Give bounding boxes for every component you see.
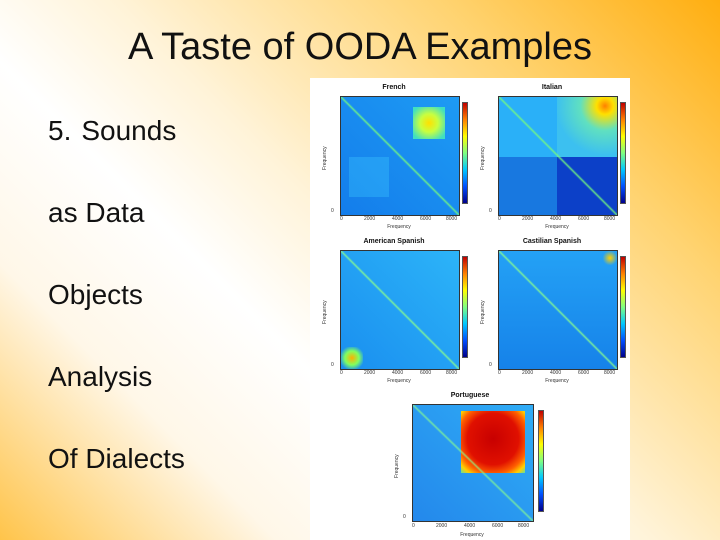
y-tick: 0 [489, 208, 492, 214]
x-tick: 6000 [492, 523, 504, 529]
bullet-item: 5. Sounds [48, 112, 308, 194]
heatmap [340, 250, 460, 370]
x-tick: 4000 [550, 370, 562, 376]
heatmap [498, 250, 618, 370]
plot-american-spanish: American Spanish Frequency Frequency 0 2… [318, 238, 470, 388]
plot-title: French [382, 84, 406, 91]
x-tick: 4000 [550, 216, 562, 222]
y-axis-label: Frequency [394, 454, 400, 478]
bullet-text: Objects [48, 279, 143, 310]
colorbar [620, 102, 626, 204]
x-tick: 0 [498, 370, 501, 376]
y-tick: 0 [403, 514, 406, 520]
y-axis-label: Frequency [480, 146, 486, 170]
bullet-number: 5. [48, 115, 72, 146]
x-tick: 6000 [578, 216, 590, 222]
plot-italian: Italian Frequency Frequency 0 2000 4000 … [476, 84, 628, 234]
plot-title: American Spanish [363, 238, 425, 245]
colorbar [462, 102, 468, 204]
colorbar [538, 410, 544, 512]
y-tick: 0 [331, 208, 334, 214]
x-tick: 4000 [464, 523, 476, 529]
x-tick: 0 [498, 216, 501, 222]
x-tick: 0 [340, 370, 343, 376]
bullet-item: Of Dialects [48, 440, 308, 522]
plot-title: Castilian Spanish [522, 238, 582, 245]
x-tick: 4000 [392, 216, 404, 222]
y-tick: 0 [489, 362, 492, 368]
x-tick: 4000 [392, 370, 404, 376]
bullet-text: Of Dialects [48, 443, 185, 474]
colorbar [620, 256, 626, 358]
x-tick: 6000 [578, 370, 590, 376]
plot-title: Italian [541, 84, 563, 91]
y-axis-label: Frequency [322, 146, 328, 170]
heatmap [412, 404, 534, 522]
plot-portuguese: Portuguese Frequency Frequency 0 2000 40… [390, 392, 550, 540]
plot-title: Portuguese [450, 392, 490, 399]
slide-title: A Taste of OODA Examples [128, 26, 592, 68]
x-tick: 6000 [420, 216, 432, 222]
bullet-item: Analysis [48, 358, 308, 440]
x-tick: 8000 [604, 370, 616, 376]
bullet-item: as Data [48, 194, 308, 276]
x-tick: 8000 [518, 523, 530, 529]
bullet-text: Analysis [48, 361, 153, 392]
bullet-list: 5. Sounds as Data Objects Analysis Of Dia… [48, 112, 308, 522]
plot-castilian-spanish: Castilian Spanish Frequency Frequency 0 … [476, 238, 628, 388]
x-tick: 0 [340, 216, 343, 222]
x-axis-label: Frequency [545, 378, 569, 384]
x-tick: 6000 [420, 370, 432, 376]
x-tick: 2000 [522, 370, 534, 376]
x-tick: 2000 [364, 370, 376, 376]
x-tick: 8000 [604, 216, 616, 222]
x-tick: 2000 [436, 523, 448, 529]
x-axis-label: Frequency [387, 378, 411, 384]
x-tick: 2000 [364, 216, 376, 222]
bullet-text: Sounds [81, 115, 177, 146]
y-tick: 0 [331, 362, 334, 368]
bullet-item: Objects [48, 276, 308, 358]
x-tick: 8000 [446, 370, 458, 376]
heatmap [498, 96, 618, 216]
x-tick: 8000 [446, 216, 458, 222]
x-axis-label: Frequency [460, 532, 484, 538]
x-axis-label: Frequency [387, 224, 411, 230]
x-tick: 0 [412, 523, 415, 529]
y-axis-label: Frequency [480, 300, 486, 324]
plot-french: French Frequency Frequency 0 2000 4000 6… [318, 84, 470, 234]
x-tick: 2000 [522, 216, 534, 222]
x-axis-label: Frequency [545, 224, 569, 230]
heatmap [340, 96, 460, 216]
heatmap-figure: French Frequency Frequency 0 2000 4000 6… [310, 78, 630, 540]
y-axis-label: Frequency [322, 300, 328, 324]
colorbar [462, 256, 468, 358]
bullet-text: as Data [48, 197, 145, 228]
